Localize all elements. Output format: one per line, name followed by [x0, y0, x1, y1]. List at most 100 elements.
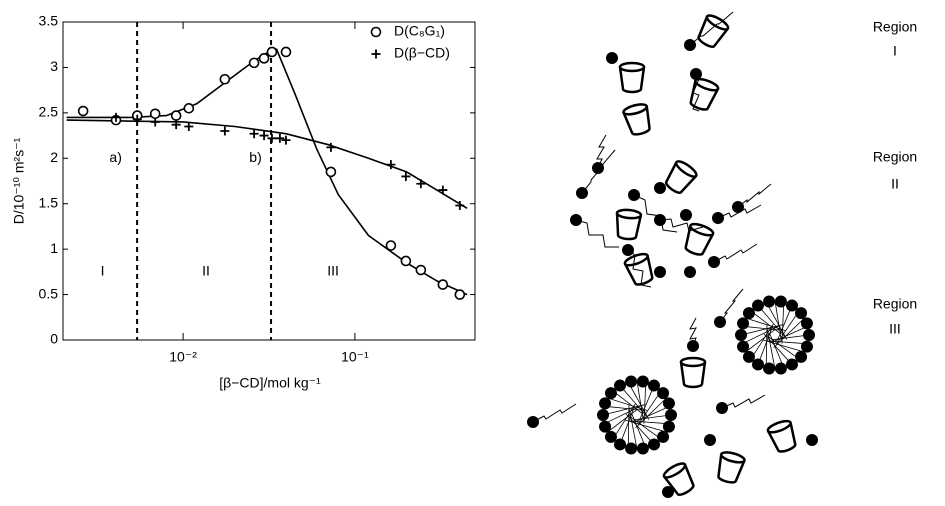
cyclodextrin [717, 451, 746, 484]
surfactant-head [795, 350, 808, 363]
cup-body [615, 212, 643, 241]
cyclodextrin [618, 61, 646, 94]
surfactant-head [795, 307, 808, 320]
data-point [258, 53, 270, 64]
data-point [149, 108, 161, 120]
surfactant-head [614, 438, 626, 451]
cup-rim [618, 61, 646, 73]
data-point [220, 126, 230, 136]
micelle-tail [639, 385, 655, 421]
data-point [280, 46, 292, 58]
surfactant-tail [627, 249, 652, 288]
surfactant-head [599, 397, 612, 410]
region-label: Region [873, 149, 917, 165]
surfactant-head [712, 212, 724, 224]
surfactant-head [716, 402, 728, 414]
x-axis-label: [β−CD]/mol kg⁻¹ [219, 375, 321, 391]
surfactant-head [774, 362, 787, 375]
surfactant-tail [575, 219, 619, 248]
surfactant-head [708, 256, 720, 268]
region-label: Region [873, 19, 917, 35]
surfactant-head [704, 434, 716, 446]
surfactant-head [786, 299, 798, 312]
y-tick-label: 2.5 [39, 104, 59, 120]
data-point [416, 179, 426, 189]
surfactant-head [684, 39, 696, 51]
data-point [184, 121, 194, 131]
surfactant-head [800, 317, 813, 330]
micelle-tail [612, 390, 644, 415]
surfactant-head [636, 442, 649, 455]
annotation: I [101, 263, 105, 279]
surfactant-head [735, 329, 747, 341]
cyclodextrin [689, 77, 720, 111]
legend-marker [371, 49, 381, 59]
y-tick-label: 0.5 [39, 285, 59, 301]
region-numeral: I [893, 43, 897, 59]
annotation: II [202, 263, 210, 279]
micelle-tail [631, 412, 647, 448]
data-point [454, 289, 466, 300]
surfactant-head [625, 375, 638, 388]
surfactant-head [732, 201, 744, 213]
data-point [400, 255, 412, 267]
fit-curve [66, 119, 468, 209]
data-point [249, 129, 259, 139]
surfactant-head [680, 209, 692, 221]
legend-marker [370, 26, 382, 38]
data-point [438, 185, 448, 195]
data-point [77, 105, 89, 117]
surfactant-tail [689, 11, 734, 46]
cup-rim [674, 160, 698, 178]
y-tick-label: 0 [50, 331, 58, 347]
cyclodextrin [622, 103, 651, 136]
surfactant-head [597, 409, 609, 421]
data-point [281, 135, 291, 145]
surfactant-tail [659, 218, 704, 232]
data-point [325, 166, 337, 178]
micelle-tail [777, 305, 793, 341]
data-point [415, 264, 427, 276]
y-axis-label: D/10⁻¹⁰ m²s⁻¹ [11, 137, 27, 224]
surfactant-head [800, 340, 813, 353]
surfactant-head [654, 266, 666, 278]
micelle-tail [625, 413, 655, 445]
data-point [275, 133, 285, 143]
micelle-tail [750, 310, 782, 335]
surfactant-head [622, 244, 634, 256]
surfactant-head [662, 420, 675, 433]
surfactant-head [614, 379, 626, 392]
surfactant-head [806, 434, 818, 446]
cyclodextrin [615, 208, 643, 241]
surfactant-tail [713, 243, 758, 263]
cyclodextrin [679, 356, 707, 389]
micelle-tail [745, 328, 776, 353]
data-point [248, 57, 260, 69]
y-tick-label: 2 [50, 149, 58, 165]
surfactant-head [690, 68, 702, 80]
surfactant-head [657, 387, 670, 400]
surfactant-head [752, 358, 764, 371]
surfactant-tail [719, 288, 744, 323]
surfactant-head [687, 340, 699, 352]
x-tick-label: 10⁻² [169, 349, 197, 365]
surfactant-head [737, 317, 750, 330]
surfactant-head [752, 299, 764, 312]
surfactant-head [625, 442, 638, 455]
surfactant-tail [596, 134, 607, 169]
y-tick-label: 3.5 [39, 13, 59, 29]
y-tick-label: 1 [50, 240, 58, 256]
surfactant-tail [633, 194, 678, 233]
micelle-tail [607, 397, 648, 411]
micelle-tail [635, 397, 667, 428]
micelle-tail [781, 302, 785, 344]
surfactant-head [662, 486, 674, 498]
y-tick-label: 1.5 [39, 194, 59, 210]
data-point [259, 131, 269, 141]
surfactant-head [606, 52, 618, 64]
cyclodextrin [684, 222, 715, 256]
data-point [326, 142, 336, 152]
cup-body [664, 161, 698, 194]
region-label: Region [873, 296, 917, 312]
micelle-tail [619, 385, 647, 417]
